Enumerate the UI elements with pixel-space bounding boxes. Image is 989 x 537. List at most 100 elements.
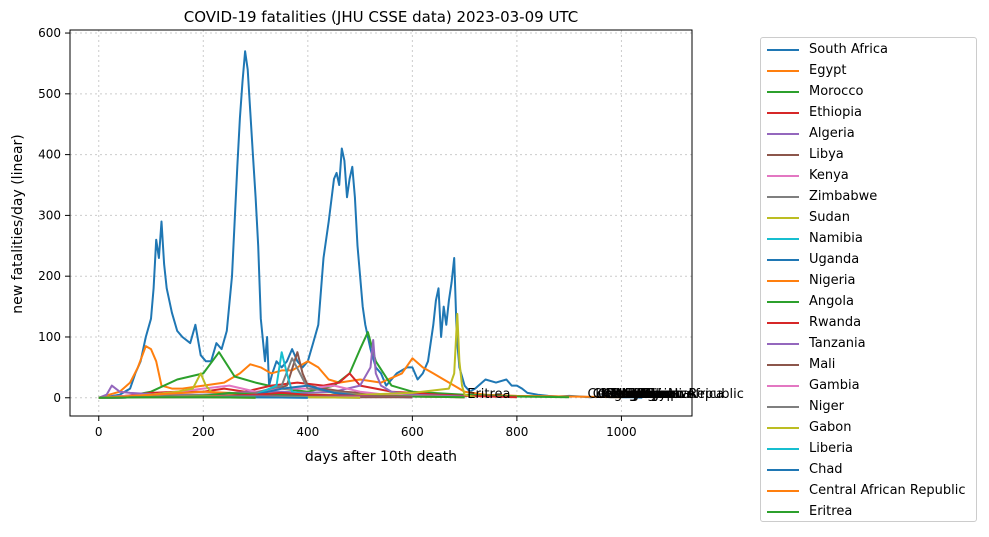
series-line-0: [98, 50, 643, 399]
legend-label: Ethiopia: [809, 105, 862, 120]
legend-item: Gambia: [761, 375, 860, 396]
series-end-label: Gambia: [603, 387, 654, 402]
legend-label: South Africa: [809, 42, 888, 57]
series-end-label: Mali: [606, 387, 632, 402]
x-tick-label: 0: [95, 425, 103, 439]
legend-item: Eritrea: [761, 501, 852, 522]
legend-swatch: [767, 405, 799, 408]
legend-label: Niger: [809, 399, 844, 414]
series-end-label: Nigeria: [616, 387, 663, 402]
legend-swatch: [767, 90, 799, 93]
y-tick-label: 100: [38, 330, 61, 344]
x-axis-label: days after 10th death: [305, 449, 457, 465]
series-end-label: Sudan: [624, 387, 665, 402]
legend-swatch: [767, 69, 799, 72]
series-end-label: Uganda: [619, 387, 669, 402]
legend-swatch: [767, 111, 799, 114]
y-tick-label: 400: [38, 148, 61, 162]
series-end-label: Zimbabwe: [627, 387, 695, 402]
legend-swatch: [767, 216, 799, 219]
legend-item: Libya: [761, 144, 844, 165]
series-end-label: Libya: [632, 387, 667, 402]
legend-label: Algeria: [809, 126, 855, 141]
legend-label: Namibia: [809, 231, 863, 246]
y-axis-label: new fatalities/day (linear): [10, 134, 26, 313]
x-tick-label: 800: [505, 425, 528, 439]
series-end-label: Angola: [614, 387, 659, 402]
legend-swatch: [767, 384, 799, 387]
legend-item: Kenya: [761, 165, 849, 186]
legend-swatch: [767, 153, 799, 156]
y-tick-label: 500: [38, 87, 61, 101]
legend-item: Ethiopia: [761, 102, 862, 123]
legend-item: Angola: [761, 291, 854, 312]
legend-item: Morocco: [761, 81, 863, 102]
legend-label: Zimbabwe: [809, 189, 878, 204]
series-line-4: [98, 339, 465, 399]
legend-item: Mali: [761, 354, 835, 375]
plot-frame: [69, 29, 693, 417]
legend-swatch: [767, 321, 799, 324]
x-tick-label: 600: [401, 425, 424, 439]
legend-label: Egypt: [809, 63, 847, 78]
legend-item: Liberia: [761, 438, 853, 459]
legend-swatch: [767, 132, 799, 135]
legend-item: Namibia: [761, 228, 863, 249]
legend-item: Central African Republic: [761, 480, 965, 501]
legend-label: Kenya: [809, 168, 849, 183]
legend-item: Zimbabwe: [761, 186, 877, 207]
legend-label: Tanzania: [809, 336, 866, 351]
legend-label: Liberia: [809, 441, 854, 456]
legend-swatch: [767, 48, 799, 51]
legend-swatch: [767, 342, 799, 345]
legend-label: Uganda: [809, 252, 860, 267]
legend-swatch: [767, 489, 799, 492]
y-tick-label: 600: [38, 26, 61, 40]
x-tick-label: 400: [296, 425, 319, 439]
series-end-label: Chad: [593, 387, 627, 402]
series-end-label: Gabon: [598, 387, 641, 402]
series-end-label: Liberia: [595, 387, 639, 402]
series-line-22: [98, 396, 256, 399]
series-end-label: Niger: [601, 387, 637, 402]
legend-label: Gambia: [809, 378, 860, 393]
series-end-label: South Africa: [645, 387, 724, 402]
y-tick-label: 0: [53, 391, 61, 405]
legend-item: Tanzania: [761, 333, 866, 354]
series-end-label: Egypt: [642, 387, 680, 402]
legend-item: Niger: [761, 396, 844, 417]
legend-label: Libya: [809, 147, 844, 162]
legend-swatch: [767, 510, 799, 513]
legend-item: South Africa: [761, 39, 888, 60]
legend-label: Eritrea: [809, 504, 853, 519]
legend-label: Mali: [809, 357, 836, 372]
series-end-label: Morocco: [640, 387, 694, 402]
series-layer: [98, 50, 643, 399]
legend-swatch: [767, 237, 799, 240]
legend-label: Rwanda: [809, 315, 862, 330]
annotation-layer: Eritrea Central African RepublicChadLiber…: [467, 387, 744, 402]
legend-item: Egypt: [761, 60, 847, 81]
legend-item: Rwanda: [761, 312, 861, 333]
legend-swatch: [767, 447, 799, 450]
legend-item: Sudan: [761, 207, 850, 228]
legend-item: Chad: [761, 459, 843, 480]
legend-label: Central African Republic: [809, 483, 966, 498]
series-end-label: Ethiopia: [637, 387, 690, 402]
series-end-label: Rwanda: [611, 387, 663, 402]
x-tick-label: 1000: [606, 425, 637, 439]
series-end-label: Eritrea: [467, 387, 510, 402]
series-end-label: Central African Republic: [587, 387, 743, 402]
series-end-label: Namibia: [621, 387, 675, 402]
series-end-label: Algeria: [635, 387, 681, 402]
legend-swatch: [767, 279, 799, 282]
legend-item: Algeria: [761, 123, 855, 144]
series-end-label: Kenya: [629, 387, 669, 402]
y-tick-label: 300: [38, 208, 61, 222]
legend-swatch: [767, 363, 799, 366]
tick-layer: 0 200 400 600 800 1000 0 100 200 300 400 500 600: [38, 26, 637, 439]
series-end-label: Tanzania: [607, 387, 665, 402]
legend-swatch: [767, 300, 799, 303]
legend-label: Nigeria: [809, 273, 856, 288]
